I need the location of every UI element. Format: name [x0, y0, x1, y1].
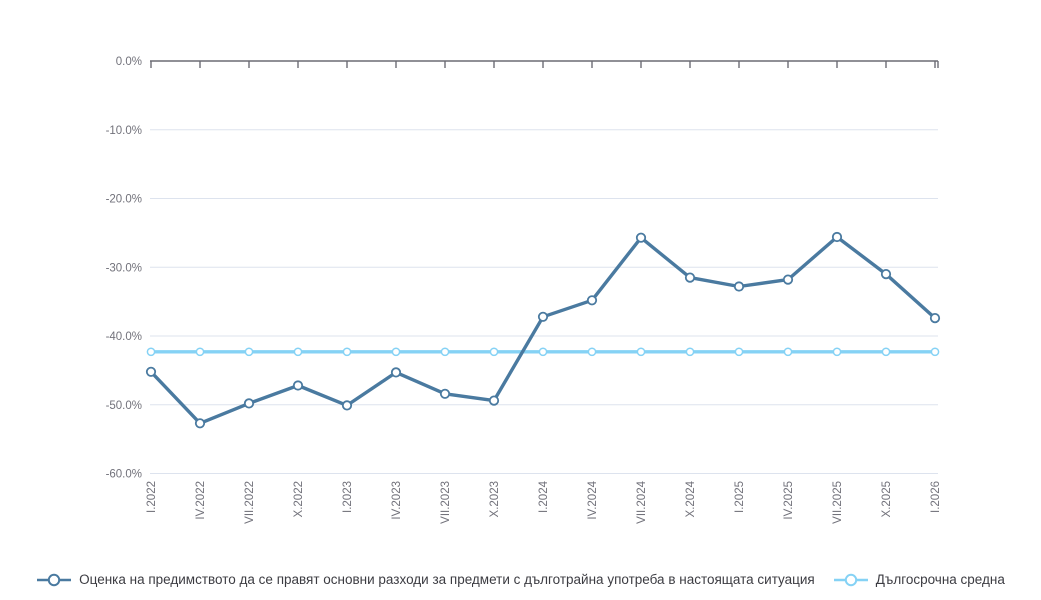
data-point-marker[interactable] — [832, 347, 842, 357]
data-point-marker[interactable] — [881, 347, 891, 357]
x-axis-label: VII.2023 — [440, 481, 452, 524]
x-axis-label: IV.2024 — [587, 480, 599, 519]
y-axis-label: -40.0% — [106, 331, 142, 343]
data-point-marker[interactable] — [783, 347, 793, 357]
data-point-marker[interactable] — [195, 347, 205, 357]
x-axis-label: I.2024 — [538, 480, 550, 513]
data-point-marker[interactable] — [538, 347, 548, 357]
x-axis-label: X.2022 — [293, 481, 305, 517]
data-point-marker[interactable] — [342, 347, 352, 357]
data-point-marker[interactable] — [244, 347, 254, 357]
x-axis-label: IV.2023 — [391, 481, 403, 520]
data-point-marker[interactable] — [537, 311, 549, 322]
y-axis-label: -10.0% — [106, 125, 142, 137]
y-axis-label: -50.0% — [106, 400, 142, 412]
x-axis-label: VII.2022 — [244, 481, 256, 524]
line-circle-marker-icon — [36, 573, 72, 587]
x-axis-label: X.2024 — [685, 480, 697, 517]
data-point-marker[interactable] — [684, 272, 696, 283]
chart-legend: Оценка на предимството да се правят осно… — [0, 572, 1041, 587]
data-point-marker[interactable] — [488, 395, 500, 406]
data-point-marker[interactable] — [391, 347, 401, 357]
data-point-marker[interactable] — [930, 347, 940, 357]
y-axis-label: -30.0% — [106, 262, 142, 274]
data-point-marker[interactable] — [146, 347, 156, 357]
legend-label-main: Оценка на предимството да се правят осно… — [79, 572, 815, 587]
x-axis-label: IV.2022 — [195, 481, 207, 520]
data-point-marker[interactable] — [587, 347, 597, 357]
data-point-marker[interactable] — [635, 232, 647, 243]
x-axis-label: VII.2024 — [636, 480, 648, 523]
data-point-marker[interactable] — [733, 281, 745, 292]
x-axis-label: I.2025 — [734, 481, 746, 513]
legend-item-main[interactable]: Оценка на предимството да се правят осно… — [36, 572, 815, 587]
data-point-marker[interactable] — [292, 380, 304, 391]
data-point-marker[interactable] — [489, 347, 499, 357]
data-point-marker[interactable] — [636, 347, 646, 357]
data-point-marker[interactable] — [243, 398, 255, 409]
data-point-marker[interactable] — [439, 388, 451, 399]
x-axis-label: I.2023 — [342, 481, 354, 513]
data-point-marker[interactable] — [831, 231, 843, 243]
y-axis-label: -60.0% — [106, 469, 142, 481]
data-point-marker[interactable] — [685, 347, 695, 357]
x-axis-label: VII.2025 — [832, 481, 844, 524]
line-circle-marker-icon — [833, 573, 869, 587]
line-chart: 0.0% -10.0% -20.0% -30.0% -40.0% -50.0% -60.0%… — [106, 56, 942, 524]
data-point-marker[interactable] — [929, 312, 941, 324]
x-axis-label: I.2022 — [146, 481, 158, 513]
y-axis-label: 0.0% — [116, 56, 142, 68]
x-axis-label: X.2023 — [489, 481, 501, 517]
y-axis-label: -20.0% — [106, 194, 142, 206]
data-point-marker[interactable] — [194, 418, 206, 429]
data-point-marker[interactable] — [782, 274, 794, 285]
data-point-marker[interactable] — [390, 367, 402, 378]
series-line — [149, 235, 937, 425]
legend-item-average[interactable]: Дългосрочна средна — [833, 572, 1005, 587]
data-point-marker[interactable] — [880, 268, 892, 280]
data-point-marker[interactable] — [734, 347, 744, 357]
data-point-marker[interactable] — [440, 347, 450, 357]
data-point-marker[interactable] — [586, 295, 598, 306]
data-point-marker[interactable] — [145, 366, 157, 377]
x-axis-label: X.2025 — [881, 481, 893, 517]
data-point-marker[interactable] — [293, 347, 303, 357]
x-axis-label: I.2026 — [930, 481, 942, 513]
data-point-marker[interactable] — [341, 400, 353, 411]
legend-label-average: Дългосрочна средна — [875, 572, 1005, 587]
x-axis-label: IV.2025 — [783, 481, 795, 520]
